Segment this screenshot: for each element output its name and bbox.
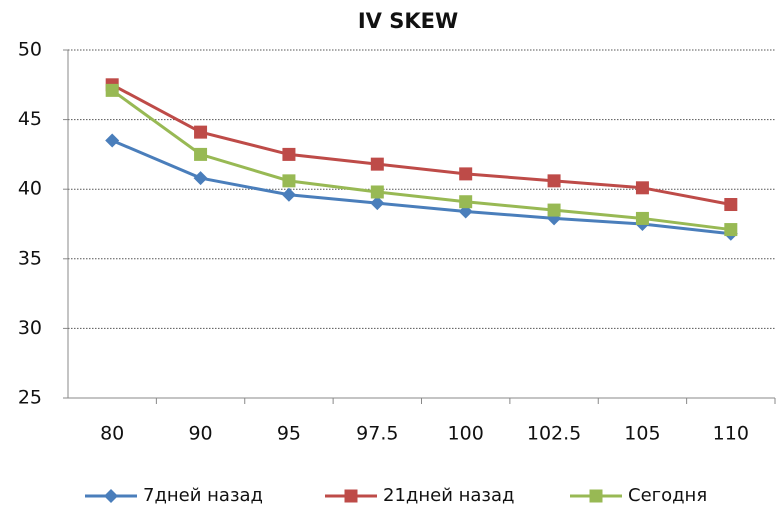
- data-point: [193, 171, 208, 186]
- x-tick-label: 80: [100, 423, 124, 445]
- legend-label: 7дней назад: [143, 485, 263, 506]
- y-tick-label: 50: [18, 39, 42, 61]
- legend-label: Сегодня: [628, 485, 707, 506]
- data-point: [194, 125, 208, 139]
- series-line: [111, 83, 732, 206]
- data-point: [105, 133, 120, 148]
- data-point: [635, 181, 649, 195]
- data-point: [547, 203, 561, 217]
- x-tick-label: 95: [277, 423, 301, 445]
- data-point: [370, 185, 384, 199]
- x-tick-label: 102.5: [527, 423, 581, 445]
- data-point: [459, 195, 473, 209]
- data-point: [635, 211, 649, 225]
- data-point: [194, 147, 208, 161]
- legend-label: 21дней назад: [383, 485, 514, 506]
- y-tick-label: 35: [18, 247, 42, 269]
- x-tick-label: 100: [448, 423, 484, 445]
- series-line: [111, 89, 732, 232]
- x-tick-label: 105: [624, 423, 660, 445]
- y-tick-label: 25: [18, 387, 42, 409]
- data-point: [282, 147, 296, 161]
- data-point: [370, 196, 385, 211]
- data-point: [547, 174, 561, 188]
- data-point: [105, 83, 119, 97]
- legend-swatch-marker: [589, 489, 603, 503]
- x-tick-label: 97.5: [356, 423, 398, 445]
- legend-swatch-marker: [344, 489, 358, 503]
- chart-title: IV SKEW: [358, 9, 458, 33]
- data-point: [459, 167, 473, 181]
- x-tick-label: 90: [188, 423, 212, 445]
- data-point: [724, 198, 738, 212]
- data-point: [370, 157, 384, 171]
- legend-swatch-marker: [104, 489, 118, 503]
- data-point: [724, 223, 738, 237]
- y-tick-label: 40: [18, 178, 42, 200]
- data-point: [281, 187, 296, 202]
- data-point: [282, 174, 296, 188]
- y-tick-label: 45: [18, 108, 42, 130]
- y-tick-label: 30: [18, 317, 42, 339]
- x-tick-label: 110: [713, 423, 749, 445]
- series-line: [111, 139, 731, 236]
